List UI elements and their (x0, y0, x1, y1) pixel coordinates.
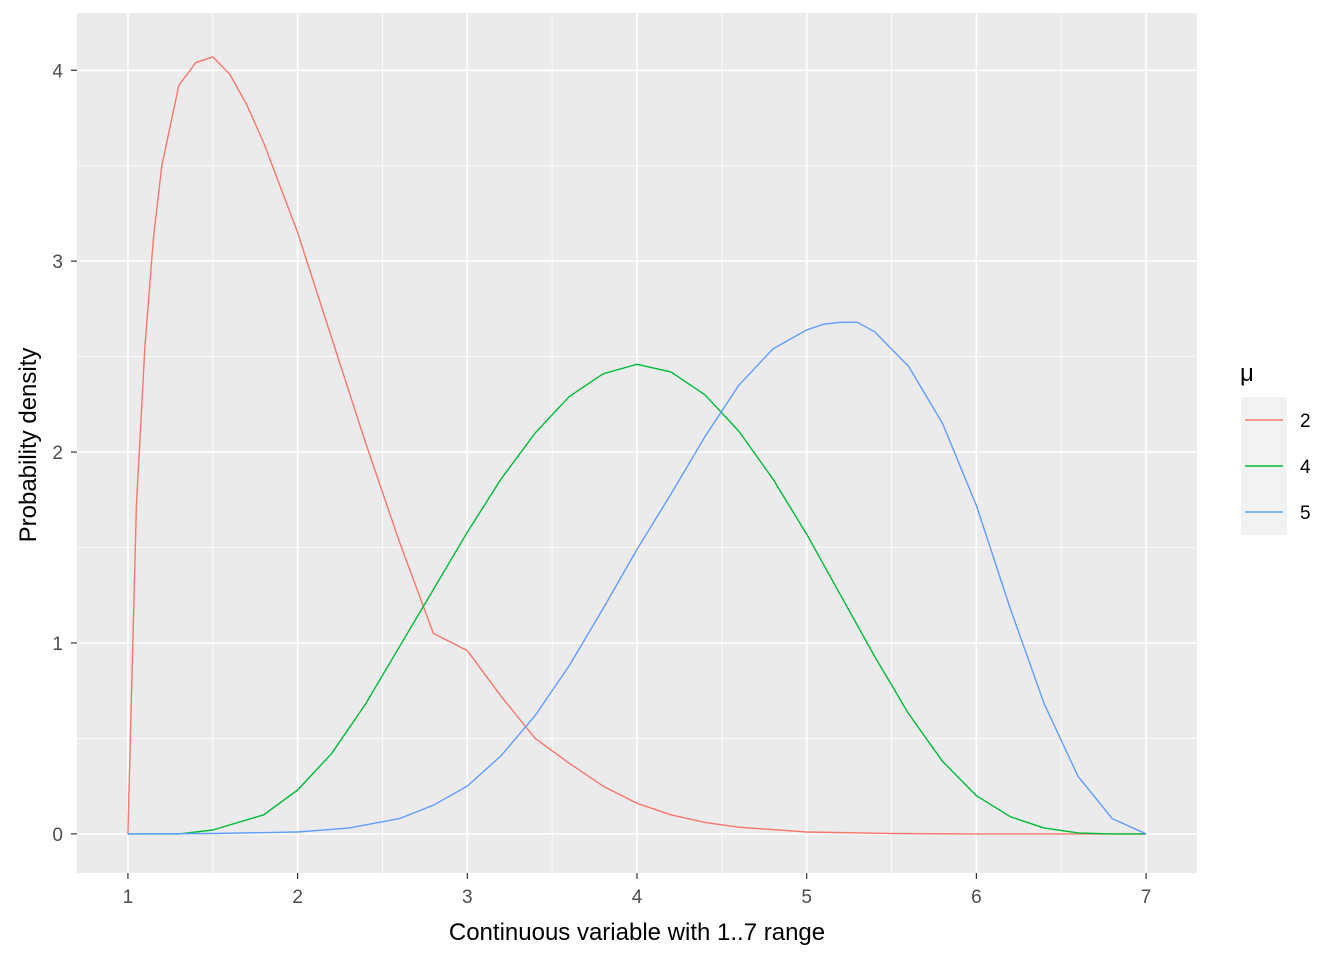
series-line-2 (127, 56, 1147, 835)
x-tick-label: 4 (632, 887, 643, 908)
x-axis: 1 2 3 4 5 6 7 (123, 873, 1152, 908)
legend: μ 2 4 5 (1240, 360, 1311, 535)
legend-title: μ (1240, 360, 1254, 387)
series-lines (127, 56, 1147, 835)
y-axis: 0 1 2 3 4 (52, 61, 77, 846)
y-tick-label: 4 (52, 61, 63, 82)
x-axis-title: Continuous variable with 1..7 range (449, 919, 825, 946)
series-line-4 (127, 363, 1147, 835)
y-tick-label: 1 (52, 634, 63, 655)
x-tick-label: 6 (971, 887, 982, 908)
legend-label-4: 4 (1300, 457, 1311, 478)
legend-label-2: 2 (1300, 411, 1311, 432)
x-tick-label: 7 (1141, 887, 1152, 908)
x-tick-label: 1 (123, 887, 134, 908)
x-tick-label: 2 (292, 887, 303, 908)
y-tick-label: 0 (52, 825, 63, 846)
legend-label-5: 5 (1300, 503, 1311, 524)
legend-keys: 2 4 5 (1241, 397, 1311, 535)
x-tick-label: 5 (801, 887, 812, 908)
x-tick-label: 3 (462, 887, 473, 908)
y-axis-title: Probability density (15, 348, 42, 543)
series-line-5 (127, 321, 1147, 835)
major-grid (77, 13, 1197, 873)
y-tick-label: 2 (52, 443, 63, 464)
y-tick-label: 3 (52, 252, 63, 273)
